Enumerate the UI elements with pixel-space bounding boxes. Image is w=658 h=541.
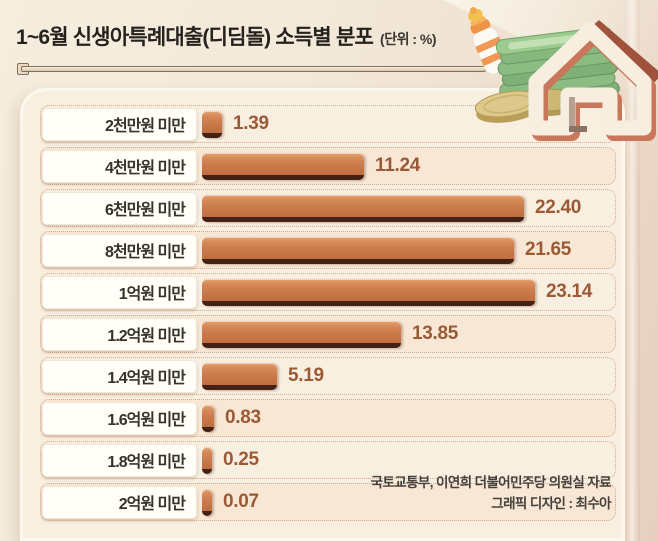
chart-row: 8천만원 미만 21.65: [40, 231, 616, 269]
chart-rows: 2천만원 미만 1.39 4천만원 미만 11.24 6천만원 미만 22.40…: [40, 105, 616, 525]
bar: [202, 488, 212, 516]
bar: [202, 320, 401, 348]
bar: [202, 236, 514, 264]
chart-row: 1억원 미만 23.14: [40, 273, 616, 311]
bar: [202, 404, 214, 432]
chart-panel: 2천만원 미만 1.39 4천만원 미만 11.24 6천만원 미만 22.40…: [20, 88, 625, 541]
chart-row: 2억원 미만 0.07: [40, 483, 616, 521]
value-label: 1.39: [233, 113, 269, 134]
chart-row: 1.2억원 미만 13.85: [40, 315, 616, 353]
chart-row: 1.8억원 미만 0.25: [40, 441, 616, 479]
page-title: 1~6월 신생아특례대출(디딤돌) 소득별 분포 (단위 : %): [16, 21, 437, 51]
chart-row: 6천만원 미만 22.40: [40, 189, 616, 227]
source-line-2: 그래픽 디자인 : 최수아: [491, 496, 611, 512]
bar: [202, 110, 222, 138]
bar-area: 0.25: [197, 446, 615, 474]
value-label: 5.19: [288, 365, 324, 386]
category-label: 1억원 미만: [42, 275, 197, 309]
chart-row: 2천만원 미만 1.39: [40, 105, 616, 143]
value-label: 21.65: [525, 239, 572, 260]
decoration-illustration: [448, 0, 658, 145]
unit-note: (단위 : %): [380, 31, 437, 47]
category-label: 2억원 미만: [42, 485, 197, 519]
bar: [202, 194, 524, 222]
value-label: 0.83: [225, 407, 261, 428]
chart-row: 1.6억원 미만 0.83: [40, 399, 616, 437]
category-label: 8천만원 미만: [42, 233, 197, 267]
bar-area: 1.39: [197, 110, 615, 138]
bar-area: 13.85: [197, 320, 615, 348]
category-label: 1.8억원 미만: [42, 443, 197, 477]
bar-area: 0.83: [197, 404, 615, 432]
bar-area: 0.07: [197, 488, 615, 516]
source-note: 국토교통부, 이연희 더불어민주당 의원실 자료 그래픽 디자인 : 최수아: [370, 473, 612, 515]
bar: [202, 362, 277, 390]
title-divider: [21, 66, 486, 72]
value-label: 11.24: [375, 155, 420, 176]
bar: [202, 446, 212, 474]
category-label: 1.6억원 미만: [42, 401, 197, 435]
value-label: 0.25: [223, 449, 259, 470]
bar: [202, 278, 535, 306]
bar: [202, 152, 364, 180]
bar-area: 5.19: [197, 362, 615, 390]
category-label: 2천만원 미만: [42, 107, 197, 141]
category-label: 1.4억원 미만: [42, 359, 197, 393]
chart-row: 1.4억원 미만 5.19: [40, 357, 616, 395]
category-label: 1.2억원 미만: [42, 317, 197, 351]
source-line-1: 국토교통부, 이연희 더불어민주당 의원실 자료: [370, 475, 612, 491]
category-label: 6천만원 미만: [42, 191, 197, 225]
bar-area: 11.24: [197, 152, 615, 180]
bar-area: 21.65: [197, 236, 615, 264]
value-label: 23.14: [546, 281, 593, 302]
bar-area: 23.14: [197, 278, 615, 306]
value-label: 13.85: [412, 323, 459, 344]
bar-area: 22.40: [197, 194, 615, 222]
chart-title: 1~6월 신생아특례대출(디딤돌) 소득별 분포: [16, 26, 374, 49]
house-icon: [528, 20, 658, 141]
value-label: 22.40: [535, 197, 582, 218]
value-label: 0.07: [223, 491, 259, 512]
chart-row: 4천만원 미만 11.24: [40, 147, 616, 185]
category-label: 4천만원 미만: [42, 149, 197, 183]
